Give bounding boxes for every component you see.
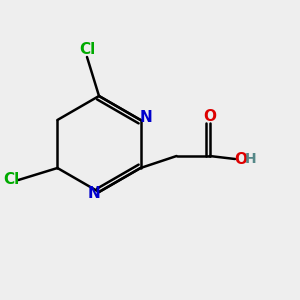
Text: N: N bbox=[139, 110, 152, 125]
Text: O: O bbox=[234, 152, 247, 166]
Text: H: H bbox=[244, 152, 256, 166]
Text: Cl: Cl bbox=[3, 172, 19, 188]
Text: Cl: Cl bbox=[79, 42, 95, 57]
Text: N: N bbox=[87, 186, 100, 201]
Text: O: O bbox=[203, 109, 216, 124]
